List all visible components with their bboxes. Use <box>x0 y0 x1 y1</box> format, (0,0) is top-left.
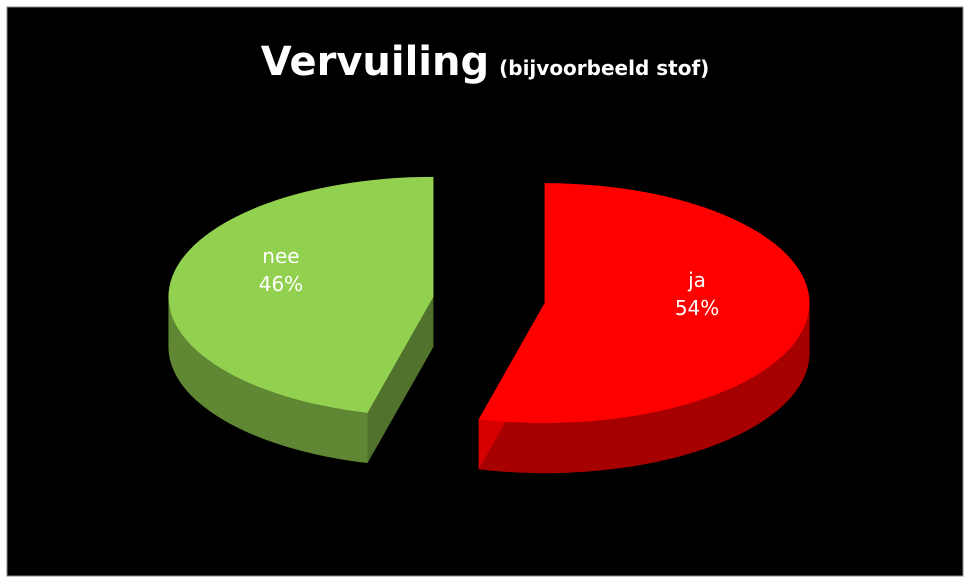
slice-category-label: nee <box>262 244 299 268</box>
pie-slice <box>168 176 434 464</box>
slice-cut-face <box>367 296 434 464</box>
slice-top <box>168 176 434 414</box>
chart-title-group: Vervuiling (bijvoorbeeld stof) <box>261 39 710 85</box>
slice-value-label: 46% <box>259 272 303 296</box>
pie-slice <box>478 183 810 474</box>
chart-background <box>6 6 964 577</box>
chart-title: Vervuiling <box>261 39 489 85</box>
slice-side <box>478 303 810 474</box>
chart-subtitle: (bijvoorbeeld stof) <box>499 56 709 80</box>
slice-category-label: ja <box>687 268 706 292</box>
slice-value-label: 54% <box>675 296 719 320</box>
slice-top <box>478 183 810 424</box>
slice-side <box>168 296 368 464</box>
